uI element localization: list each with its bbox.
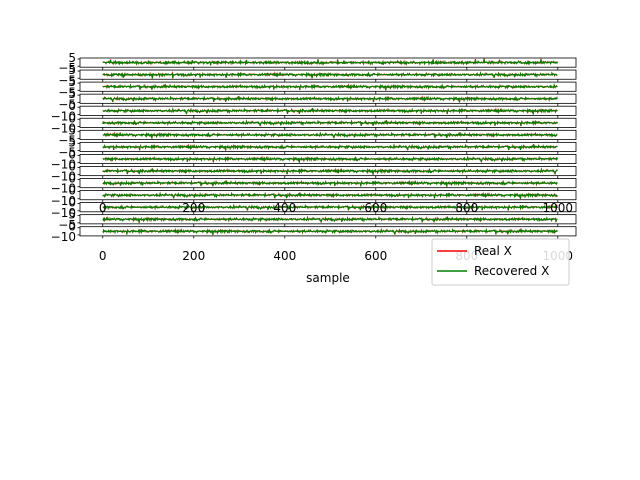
subplot-frame [79, 105, 577, 116]
legend-label-real-x: Real X [474, 244, 512, 258]
y-tick-label: 0 [68, 99, 76, 113]
subplot-10: 0−10 [51, 159, 577, 184]
subplot-4: 5−5 [58, 87, 577, 111]
subplot-6: 0−10 [51, 111, 577, 135]
subplot-15: 0−10 [51, 220, 577, 244]
subplot-frame [79, 57, 577, 68]
subplot-1: 5−5 [58, 51, 577, 75]
series-recovered-x-line [102, 131, 558, 139]
y-tick-label: −10 [51, 194, 76, 208]
y-tick-label: −5 [58, 73, 76, 87]
y-tick-label: 5 [68, 75, 76, 89]
y-tick-label: 5 [68, 51, 76, 65]
series-recovered-x-line [102, 71, 558, 79]
x-tick-label: 600 [364, 201, 387, 215]
x-tick-label: 400 [273, 201, 296, 215]
subplot-14: 5−5 [58, 208, 577, 232]
legend-label-recovered-x: Recovered X [474, 264, 549, 278]
y-tick-label: −5 [58, 85, 76, 99]
subplot-3: 5−5 [58, 75, 577, 99]
x-axis: 0200400600800100002004006008001000 [99, 201, 573, 263]
series-recovered-x-line [102, 203, 558, 211]
subplot-frame [79, 117, 577, 128]
series-recovered-x-line [102, 107, 558, 115]
series-recovered-x-line [102, 83, 558, 91]
series-recovered-x-line [102, 191, 558, 199]
y-tick-label: −10 [51, 109, 76, 123]
series-recovered-x-line [102, 143, 558, 151]
subplot-frame [79, 166, 577, 177]
y-tick-label: −10 [51, 230, 76, 244]
series-recovered-x-line [102, 119, 558, 127]
y-tick-label: −10 [51, 158, 76, 172]
y-tick-label: 5 [68, 135, 76, 149]
subplot-7: 5−5 [58, 123, 577, 148]
subplot-frame [79, 190, 577, 201]
subplot-frame [79, 69, 577, 80]
y-tick-label: 5 [68, 87, 76, 101]
y-tick-label: 0 [68, 147, 76, 161]
y-tick-label: 0 [68, 159, 76, 173]
subplot-12: 0−10 [51, 184, 577, 208]
y-tick-label: 0 [68, 184, 76, 198]
x-tick-label: 800 [455, 201, 478, 215]
subplot-frame [79, 178, 577, 189]
subplot-2: 5−5 [58, 63, 577, 87]
y-tick-label: −5 [58, 218, 76, 232]
subplot-frame [79, 93, 577, 104]
x-tick-label: 0 [99, 249, 107, 263]
y-tick-label: −5 [58, 146, 76, 160]
subplot-9: 0−10 [51, 147, 577, 172]
subplot-frame [79, 141, 577, 152]
y-tick-label: 5 [68, 208, 76, 222]
x-tick-label: 0 [99, 201, 107, 215]
x-axis-label: sample [306, 271, 350, 285]
y-tick-label: −5 [58, 134, 76, 148]
subplot-frame [79, 81, 577, 92]
x-tick-label: 200 [182, 249, 205, 263]
y-tick-label: 0 [68, 172, 76, 186]
y-tick-label: 0 [68, 220, 76, 234]
series-recovered-x-line [102, 179, 558, 187]
y-tick-label: −5 [58, 61, 76, 75]
subplot-frame [79, 226, 577, 237]
y-tick-label: −10 [51, 170, 76, 184]
subplot-8: 5−5 [58, 135, 577, 160]
series-recovered-x-line [102, 58, 558, 66]
x-tick-label: 1000 [543, 201, 574, 215]
y-tick-label: 5 [68, 63, 76, 77]
y-tick-label: −10 [51, 182, 76, 196]
subplot-frame [79, 202, 577, 213]
subplot-11: 0−10 [51, 172, 577, 196]
subplot-frame [79, 214, 577, 225]
y-tick-label: 0 [68, 111, 76, 125]
subplot-5: 0−10 [51, 99, 577, 123]
series-recovered-x-line [102, 215, 558, 223]
y-tick-label: 5 [68, 123, 76, 137]
x-tick-label: 200 [182, 201, 205, 215]
y-tick-label: −5 [58, 97, 76, 111]
subplot-frame [79, 129, 577, 140]
y-tick-label: −10 [51, 121, 76, 135]
series-recovered-x-line [102, 95, 558, 103]
y-tick-label: 0 [68, 196, 76, 210]
series-recovered-x-line [102, 227, 558, 235]
subplot-13: 0−10 [51, 196, 577, 220]
legend: Real X Recovered X [431, 238, 570, 286]
y-tick-label: −10 [51, 206, 76, 220]
x-tick-label: 600 [364, 249, 387, 263]
series-recovered-x-line [102, 155, 558, 163]
x-tick-label: 400 [273, 249, 296, 263]
subplot-frame [79, 153, 577, 164]
subplot-stack: 5−55−55−55−50−100−105−55−50−100−100−100−… [51, 51, 577, 244]
series-recovered-x-line [102, 167, 558, 175]
